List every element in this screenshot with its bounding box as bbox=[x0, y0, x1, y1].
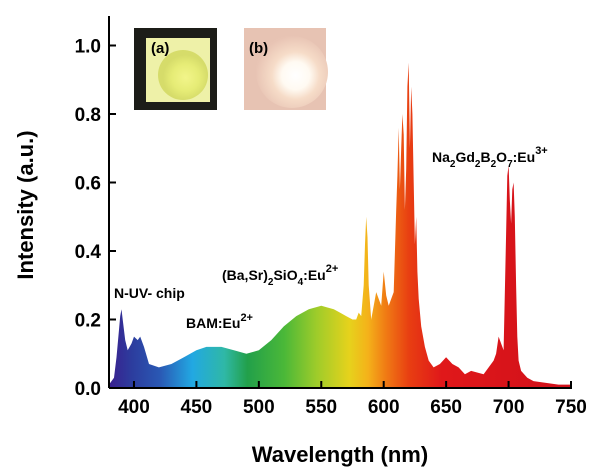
inset-label-b: (b) bbox=[249, 40, 268, 57]
y-tick-label: 0.8 bbox=[75, 105, 101, 126]
y-tick-label: 0.6 bbox=[75, 174, 101, 195]
y-tick-label: 0.2 bbox=[75, 311, 101, 332]
inset-label-a: (a) bbox=[151, 40, 169, 57]
x-tick-label: 600 bbox=[368, 397, 400, 418]
y-tick-label: 0.4 bbox=[75, 242, 102, 263]
x-tick-label: 550 bbox=[305, 397, 337, 418]
x-tick-label: 400 bbox=[118, 397, 150, 418]
y-tick-label: 1.0 bbox=[75, 37, 101, 58]
y-tick-label: 0.0 bbox=[75, 379, 101, 400]
x-tick-label: 450 bbox=[181, 397, 213, 418]
annotation-bam: BAM:Eu2+ bbox=[186, 312, 253, 331]
annotation-basr: (Ba,Sr)2SiO4:Eu2+ bbox=[222, 263, 338, 288]
x-axis-title: Wavelength (nm) bbox=[252, 442, 428, 467]
x-tick-label: 650 bbox=[430, 397, 462, 418]
spectrum-area bbox=[109, 62, 571, 388]
inset-photo-a: (a) bbox=[134, 28, 217, 110]
y-axis-title: Intensity (a.u.) bbox=[13, 130, 38, 279]
x-tick-label: 700 bbox=[493, 397, 525, 418]
inset-photo-b: (b) bbox=[244, 28, 328, 110]
annotation-nagd: Na2Gd2B2O7:Eu3+ bbox=[432, 145, 548, 170]
annotation-nuv-chip: N-UV- chip bbox=[114, 285, 185, 301]
x-tick-label: 500 bbox=[243, 397, 275, 418]
x-tick-label: 750 bbox=[555, 397, 587, 418]
